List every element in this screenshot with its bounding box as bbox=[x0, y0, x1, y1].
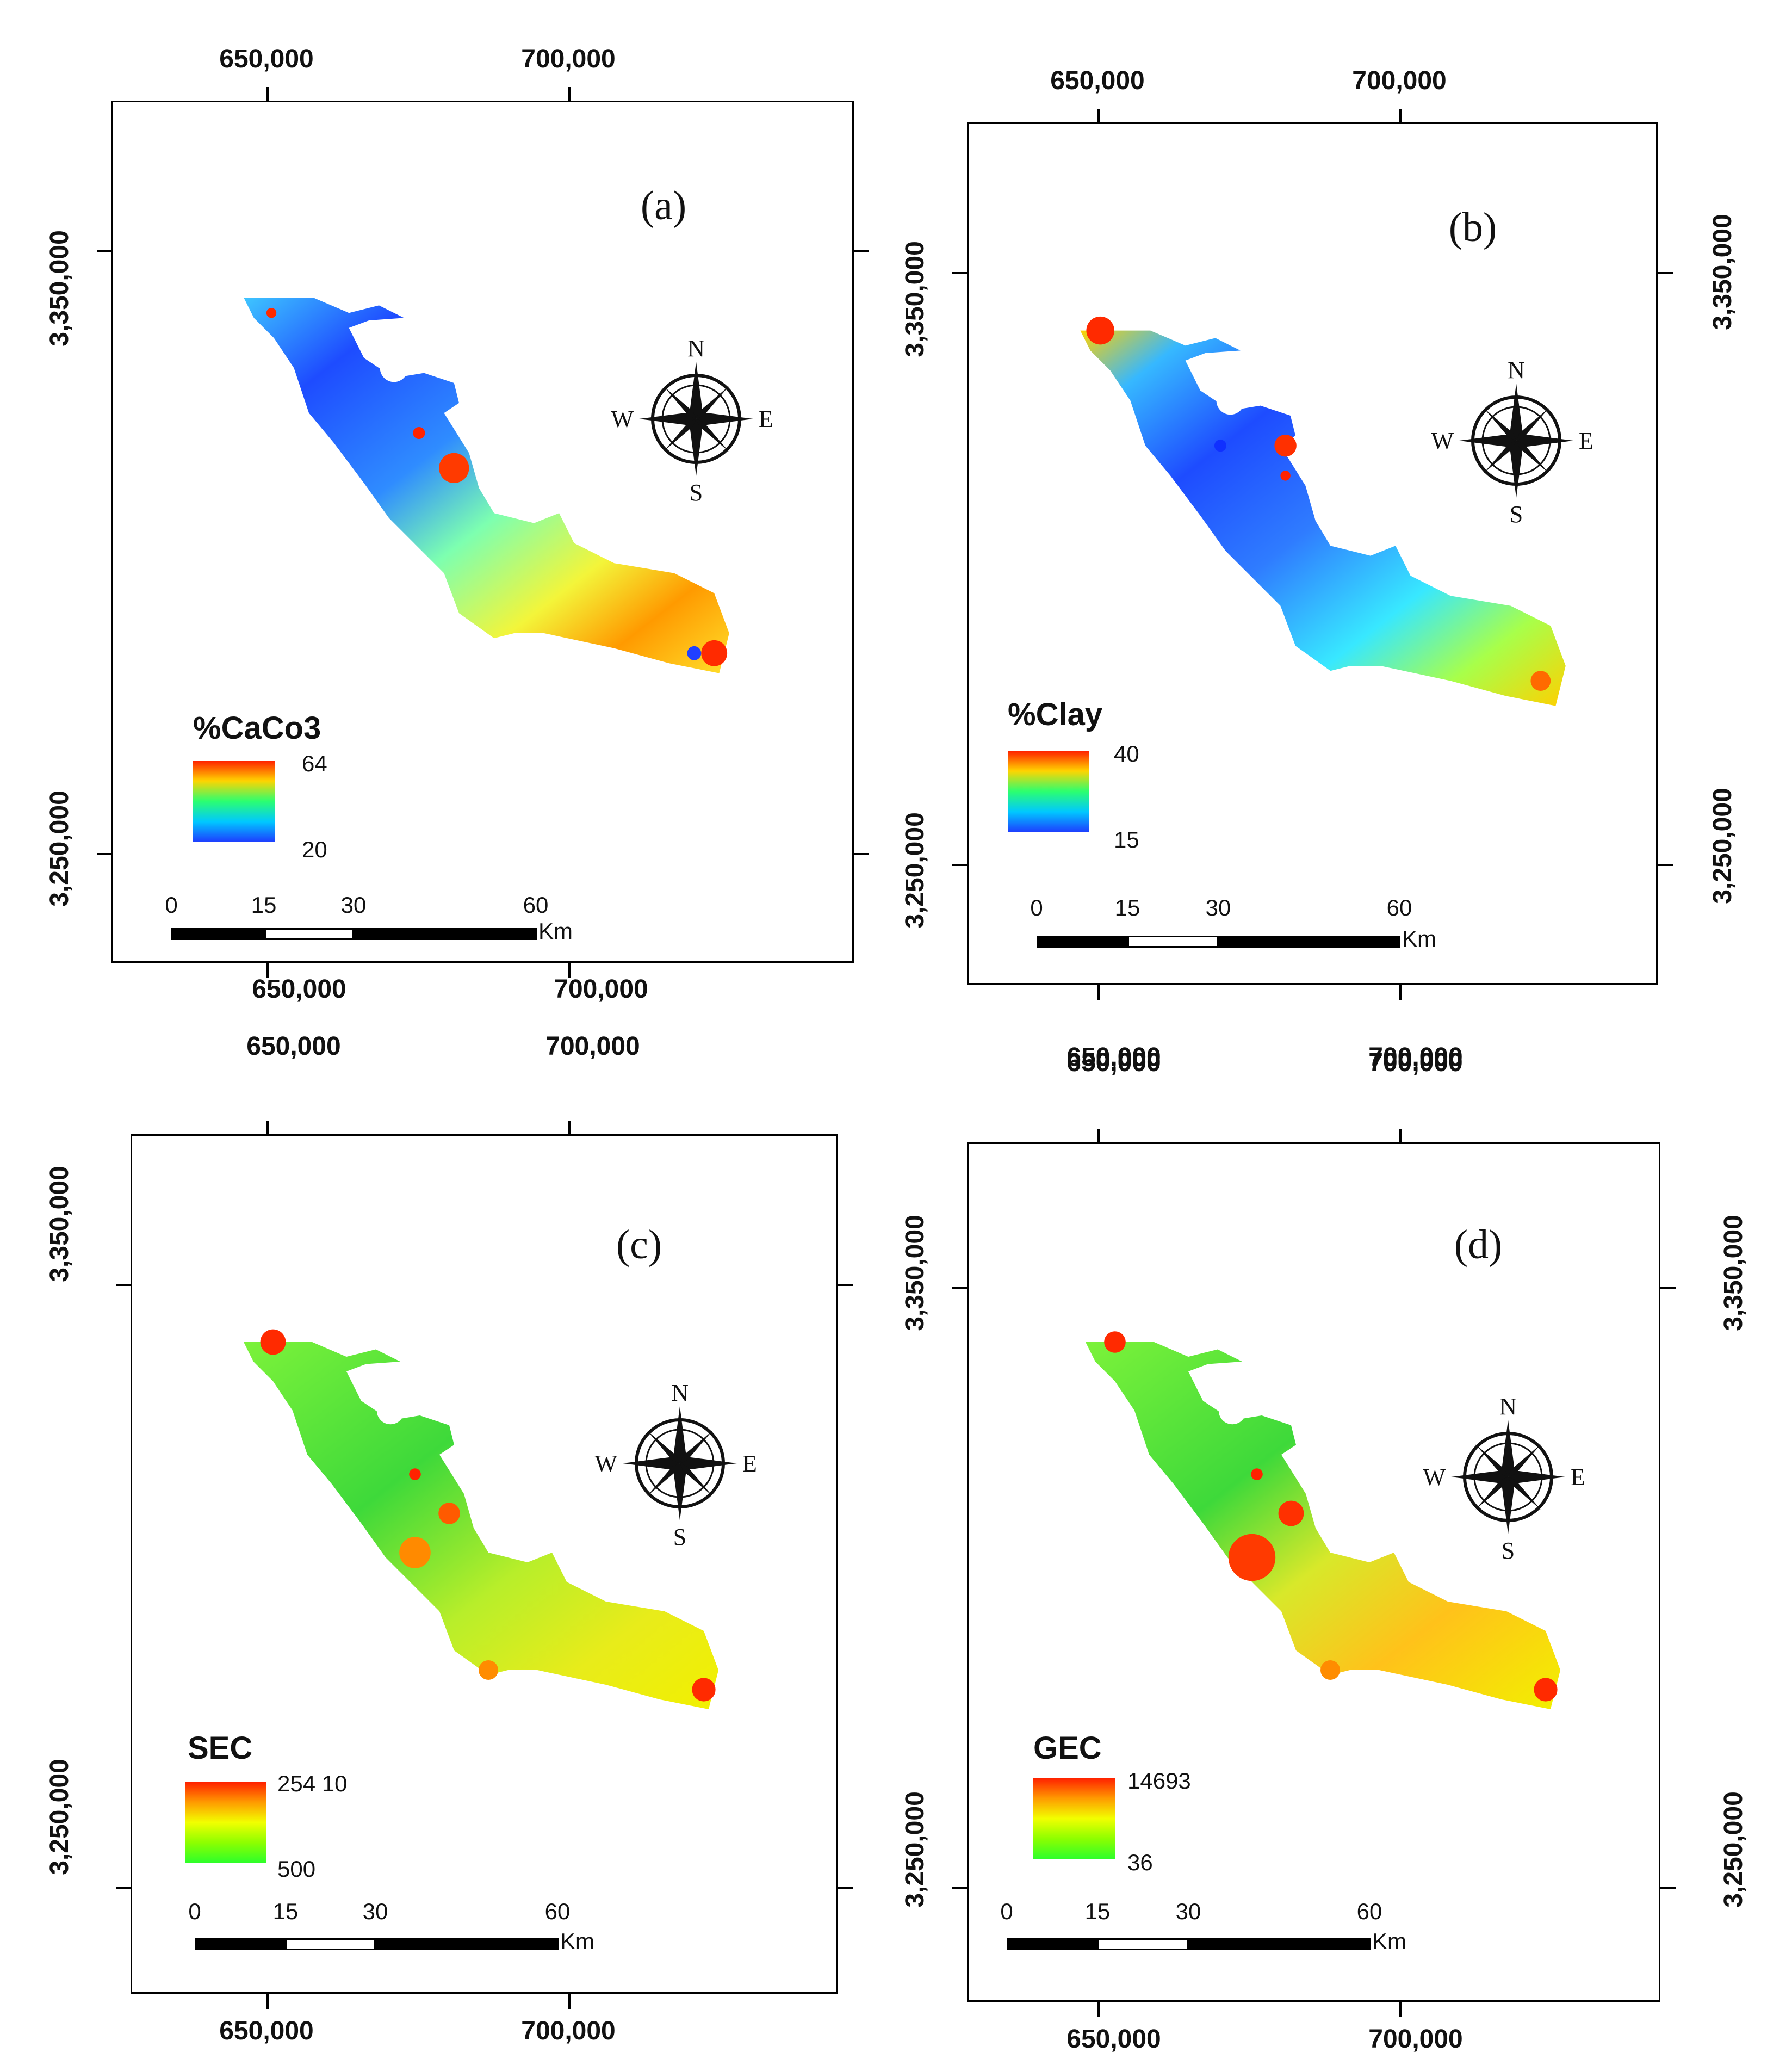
y-coord-right-1: 3,350,000 bbox=[1708, 214, 1737, 330]
y-coord-left-2: 3,250,000 bbox=[45, 790, 74, 907]
scalebar-30-d: 30 bbox=[1175, 1899, 1201, 1924]
soil-map-b bbox=[1080, 316, 1566, 706]
legend-min-a: 20 bbox=[302, 837, 327, 862]
y-coord-left-1: 3,350,000 bbox=[45, 1166, 74, 1282]
legend-title-c: SEC bbox=[188, 1730, 253, 1766]
x-coord-top-1: 650,000 bbox=[246, 1032, 341, 1061]
x-coord-bottom-2: 700,000 bbox=[1368, 2025, 1463, 2054]
x-coord-top-2: 700,000 bbox=[1368, 1043, 1463, 1072]
compass-s: S bbox=[673, 1524, 686, 1550]
scalebar-15-c: 15 bbox=[272, 1899, 299, 1924]
legend-max-b: 40 bbox=[1114, 741, 1139, 766]
scalebar-0-b: 0 bbox=[1030, 895, 1043, 920]
scalebar-unit-b: Km bbox=[1402, 926, 1436, 951]
x-coord-bottom-2: 700,000 bbox=[521, 2017, 616, 2045]
x-coord-top-1: 650,000 bbox=[1066, 1043, 1161, 1072]
panel-label-d: (d) bbox=[1454, 1222, 1503, 1268]
panel-label-c: (c) bbox=[616, 1222, 662, 1268]
compass-e: E bbox=[1579, 428, 1593, 454]
legend-title-d: GEC bbox=[1033, 1730, 1102, 1766]
legend-max-a: 64 bbox=[302, 751, 327, 776]
y-coord-left-2: 3,250,000 bbox=[901, 1791, 929, 1908]
scalebar-60-d: 60 bbox=[1356, 1899, 1382, 1924]
legend-min-d: 36 bbox=[1127, 1850, 1153, 1875]
legend-ramp-b bbox=[1008, 751, 1089, 832]
compass-w: W bbox=[611, 406, 634, 432]
panel-a: 650,000 700,000 650,000 700,000 3,350,00… bbox=[0, 0, 896, 1023]
panel-d: 650,000 700,000 650,000 700,000 3,350,00… bbox=[896, 1034, 1792, 2065]
compass-rose-a: N S W E bbox=[611, 335, 773, 506]
scalebar-30-b: 30 bbox=[1205, 895, 1231, 920]
compass-e: E bbox=[742, 1450, 757, 1477]
compass-n: N bbox=[687, 335, 705, 362]
legend-min-b: 15 bbox=[1114, 827, 1139, 852]
panel-label-a: (a) bbox=[640, 183, 687, 228]
x-coord-top-1: 650,000 bbox=[219, 45, 314, 73]
legend-ramp-a bbox=[193, 761, 275, 842]
y-coord-right-2: 3,250,000 bbox=[1719, 1791, 1748, 1908]
compass-s: S bbox=[690, 479, 703, 506]
scalebar-unit-d: Km bbox=[1372, 1928, 1406, 1954]
scalebar-0-c: 0 bbox=[188, 1899, 201, 1924]
legend-ramp-d bbox=[1033, 1778, 1115, 1859]
y-coord-left-1: 3,350,000 bbox=[45, 230, 74, 347]
compass-rose-c: N S W E bbox=[594, 1380, 757, 1550]
y-coord-right-2: 3,250,000 bbox=[1708, 788, 1737, 904]
compass-s: S bbox=[1510, 501, 1523, 528]
legend-min-c: 500 bbox=[277, 1856, 316, 1882]
compass-e: E bbox=[759, 406, 773, 432]
scalebar-unit-a: Km bbox=[538, 918, 573, 944]
x-coord-top-2: 700,000 bbox=[1352, 66, 1447, 95]
scalebar-60-c: 60 bbox=[544, 1899, 571, 1924]
scalebar-15-b: 15 bbox=[1114, 895, 1140, 920]
scalebar-15-d: 15 bbox=[1084, 1899, 1111, 1924]
scalebar-60-a: 60 bbox=[523, 892, 549, 918]
panel-b: 650,000 700,000 650,000 700,000 3,350,00… bbox=[896, 22, 1792, 1076]
legend-ramp-c bbox=[185, 1782, 266, 1863]
soil-map-a bbox=[244, 298, 729, 673]
y-coord-left-2: 3,250,000 bbox=[45, 1759, 74, 1875]
x-coord-bottom-2: 700,000 bbox=[554, 975, 648, 1004]
soil-map-c bbox=[244, 1329, 718, 1709]
compass-n: N bbox=[1508, 357, 1525, 384]
legend-max-c: 254 10 bbox=[277, 1771, 348, 1796]
x-coord-bottom-2: 700,000 bbox=[1368, 1048, 1463, 1077]
legend-max-d: 14693 bbox=[1127, 1768, 1191, 1794]
legend-title-b: %Clay bbox=[1008, 697, 1103, 732]
y-coord-left-1: 3,350,000 bbox=[901, 1215, 929, 1331]
x-coord-bottom-1: 650,000 bbox=[219, 2017, 314, 2045]
y-coord-left-1: 3,350,000 bbox=[901, 241, 929, 357]
y-coord-right-1: 3,350,000 bbox=[1719, 1215, 1748, 1331]
compass-n: N bbox=[1499, 1393, 1517, 1420]
compass-e: E bbox=[1571, 1464, 1585, 1491]
scalebar-30-a: 30 bbox=[340, 892, 367, 918]
scalebar-0-d: 0 bbox=[1000, 1899, 1013, 1924]
x-coord-bottom-1: 650,000 bbox=[252, 975, 346, 1004]
compass-w: W bbox=[594, 1450, 617, 1477]
y-coord-left-2: 3,250,000 bbox=[901, 812, 929, 929]
compass-n: N bbox=[671, 1380, 689, 1406]
x-coord-bottom-1: 650,000 bbox=[1066, 2025, 1161, 2054]
panel-c: 650,000 700,000 650,000 700,000 3,350,00… bbox=[0, 1034, 896, 2065]
x-coord-top-1: 650,000 bbox=[1050, 66, 1145, 95]
x-coord-top-2: 700,000 bbox=[545, 1032, 640, 1061]
compass-s: S bbox=[1502, 1537, 1515, 1564]
scalebar-0-a: 0 bbox=[165, 892, 178, 918]
legend-title-a: %CaCo3 bbox=[193, 710, 321, 746]
scalebar-30-c: 30 bbox=[362, 1899, 388, 1924]
compass-w: W bbox=[1431, 428, 1454, 454]
scalebar-unit-c: Km bbox=[560, 1928, 594, 1954]
panel-label-b: (b) bbox=[1448, 205, 1497, 250]
soil-map-d bbox=[1086, 1331, 1560, 1709]
x-coord-bottom-1: 650,000 bbox=[1066, 1048, 1161, 1077]
compass-rose-d: N S W E bbox=[1423, 1393, 1585, 1564]
compass-w: W bbox=[1423, 1464, 1446, 1491]
compass-rose-b: N S W E bbox=[1431, 357, 1593, 528]
x-coord-top-2: 700,000 bbox=[521, 45, 616, 73]
scalebar-15-a: 15 bbox=[251, 892, 277, 918]
scalebar-60-b: 60 bbox=[1386, 895, 1412, 920]
